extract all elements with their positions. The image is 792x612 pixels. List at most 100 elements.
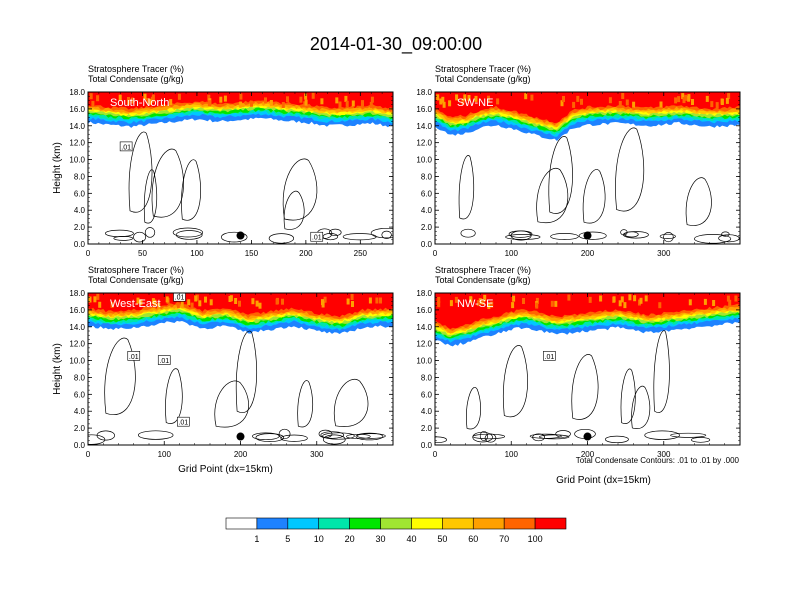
colorbar-label: 5 [285, 534, 290, 544]
tracer-speckle [620, 296, 624, 303]
tracer-speckle [618, 101, 622, 107]
tracer-speckle [338, 101, 342, 108]
condensate-contour [653, 330, 670, 413]
condensate-contour [571, 354, 599, 420]
tracer-band-100 [435, 92, 740, 124]
condensate-contour [624, 231, 639, 238]
tracer-speckle [157, 302, 161, 309]
x-tick-label: 0 [86, 249, 91, 258]
tracer-speckle [250, 100, 253, 107]
tracer-speckle [195, 294, 199, 301]
condensate-contour [255, 433, 285, 442]
y-tick-label: 2.0 [421, 223, 433, 232]
colorbar-swatch [287, 517, 320, 530]
tracer-speckle [165, 296, 169, 303]
colorbar-label: 30 [376, 534, 386, 544]
tracer-speckle [151, 94, 155, 101]
panel-header-tracer: Stratosphere Tracer (%) [88, 64, 184, 74]
y-tick-label: 10.0 [69, 156, 85, 165]
tracer-field [435, 92, 740, 244]
contour-label: .01 [159, 358, 169, 365]
x-tick-label: 100 [505, 249, 519, 258]
tracer-speckle [639, 297, 643, 304]
tracer-speckle [728, 299, 732, 306]
condensate-contour [128, 131, 153, 213]
colorbar-label: 40 [406, 534, 416, 544]
tracer-speckle [369, 101, 373, 108]
figure-title: 2014-01-30_09:00:00 [310, 34, 482, 55]
tracer-speckle [151, 298, 155, 305]
tracer-speckle [481, 299, 485, 305]
y-tick-label: 8.0 [74, 172, 86, 181]
condensate-contour [235, 330, 258, 414]
tracer-speckle [126, 98, 130, 105]
x-tick-label: 0 [433, 249, 438, 258]
tracer-speckle [522, 298, 525, 304]
tracer-speckle [454, 296, 458, 303]
y-tick-label: 16.0 [69, 306, 85, 315]
tracer-speckle [89, 93, 93, 100]
tracer-speckle [437, 296, 441, 303]
x-tick-label: 250 [354, 249, 368, 258]
colorbar-swatch [380, 517, 412, 530]
condensate-contour [318, 429, 333, 439]
tracer-speckle [437, 301, 441, 308]
tracer-speckle [118, 94, 122, 101]
tracer-speckle [725, 97, 729, 104]
contour-label: .01 [178, 420, 188, 427]
panel-label: SW-NE [457, 97, 493, 109]
tracer-speckle [368, 297, 372, 304]
tracer-speckle [335, 97, 339, 104]
tracer-speckle [681, 93, 685, 100]
contour-label-box [119, 141, 133, 152]
x-tick-label: 300 [657, 450, 671, 459]
y-tick-label: 10.0 [416, 357, 432, 366]
tracer-speckle [346, 298, 350, 305]
tracer-speckle [659, 101, 663, 108]
tracer-speckle [644, 295, 648, 302]
y-tick-label: 18.0 [416, 289, 432, 298]
tracer-speckle [560, 100, 564, 107]
tracer-speckle [496, 98, 500, 105]
x-tick-label: 0 [86, 450, 91, 459]
condensate-contour [479, 430, 488, 442]
panel-label: South-North [110, 97, 169, 109]
tracer-speckle [599, 295, 603, 302]
condensate-contour [538, 434, 570, 440]
tracer-speckle [91, 100, 95, 107]
tracer-speckle [625, 99, 629, 106]
tracer-speckle [264, 97, 267, 104]
condensate-contour [460, 228, 476, 238]
condensate-contour [685, 177, 712, 226]
condensate-contour [133, 231, 147, 243]
contour-label-box [543, 351, 556, 361]
x-tick-label: 200 [299, 249, 313, 258]
y-tick-label: 14.0 [416, 122, 432, 131]
tracer-speckle [455, 94, 459, 101]
condensate-contour [297, 380, 314, 428]
condensate-contour [659, 233, 676, 239]
tracer-speckle [524, 93, 528, 100]
tracer-speckle [658, 302, 662, 309]
y-tick-label: 18.0 [69, 88, 85, 97]
y-axis-label: Height (km) [52, 343, 63, 395]
tracer-speckle [483, 294, 487, 301]
tracer-speckle [476, 300, 480, 307]
tracer-speckle [323, 296, 327, 303]
y-tick-label: 12.0 [69, 340, 85, 349]
y-tick-label: 12.0 [416, 139, 432, 148]
tracer-speckle [588, 296, 592, 303]
x-tick-label: 50 [138, 249, 147, 258]
y-tick-label: 4.0 [421, 206, 433, 215]
condensate-contour [280, 434, 308, 442]
condensate-contour [631, 385, 651, 429]
tracer-speckle [320, 98, 324, 105]
tracer-speckle [375, 297, 379, 304]
x-axis-label: Grid Point (dx=15km) [178, 464, 273, 475]
tracer-speckle [238, 300, 241, 307]
tracer-speckle [361, 100, 364, 107]
tracer-speckle [96, 293, 100, 300]
colorbar-label: 20 [345, 534, 355, 544]
tracer-speckle [255, 300, 259, 307]
